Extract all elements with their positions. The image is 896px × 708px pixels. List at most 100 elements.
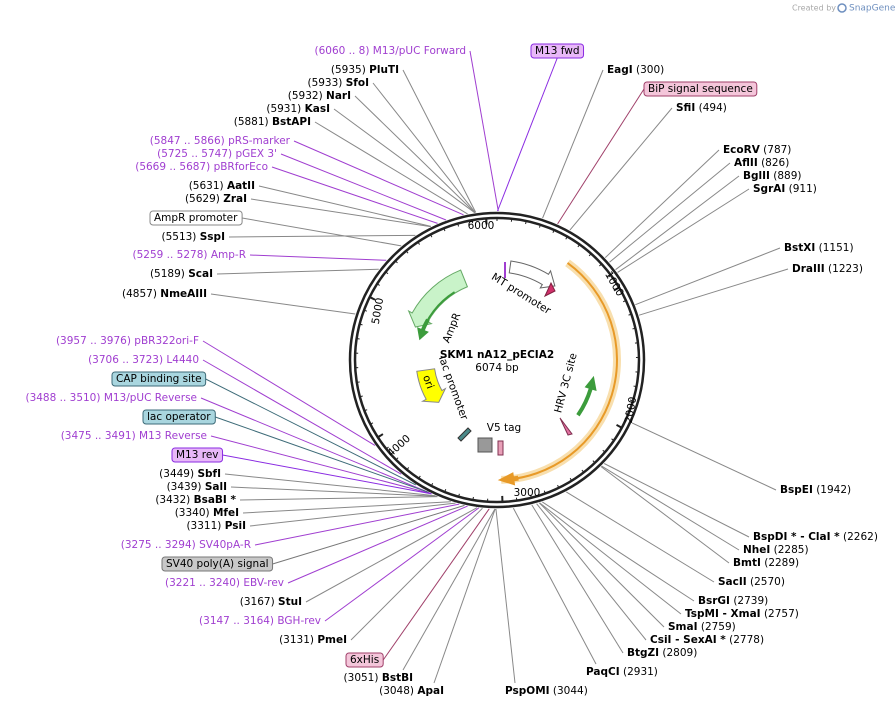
minor-tick [377, 434, 381, 438]
primer-range: (6060 .. 8) [315, 45, 370, 57]
connector-lines [200, 50, 789, 684]
minor-tick [618, 426, 622, 429]
enzyme-label: BglII (889) [743, 170, 802, 182]
credit: Created by [792, 4, 836, 13]
minor-tick [577, 244, 581, 248]
enzyme-name: BglII [743, 170, 770, 182]
enzyme-name: CsiI - SexAI * [650, 634, 726, 646]
enzyme-position: (2285) [774, 544, 809, 556]
feature-mark [497, 440, 504, 456]
minor-tick [458, 493, 460, 497]
primer-name: M13/pUC Reverse [104, 392, 197, 404]
enzyme-position: (4857) [122, 288, 157, 300]
minor-tick [623, 300, 627, 303]
feature-box-label: M13 rev [176, 449, 219, 461]
leader-line [638, 268, 789, 316]
leader-line [222, 454, 432, 495]
plasmid-name: SKM1 nA12_pECIA2 [440, 349, 554, 361]
minor-tick [530, 494, 532, 498]
enzyme-name: DraIII [792, 263, 825, 275]
leader-line [542, 501, 695, 602]
leader-line [402, 508, 496, 671]
enzyme-label: EcoRV (787) [723, 144, 791, 156]
enzyme-name: PspOMI [505, 685, 550, 697]
minor-tick [359, 395, 363, 398]
enzyme-name: ZraI [223, 193, 247, 205]
enzyme-name: EagI [607, 64, 633, 76]
leader-line [249, 502, 456, 527]
enzyme-label: (5931) KasI [266, 103, 330, 115]
brand: SnapGene [849, 4, 896, 14]
tick-label: 4000 [385, 433, 413, 460]
enzyme-name: EcoRV [723, 144, 761, 156]
leader-line [531, 504, 624, 654]
leader-line [250, 198, 431, 228]
leader-line [539, 502, 682, 615]
enzyme-name: BstAPI [272, 116, 311, 128]
leader-line [200, 397, 430, 494]
enzyme-name: AflII [734, 157, 758, 169]
enzyme-label: (5933) SfoI [307, 77, 369, 89]
enzyme-label: (3311) PsiI [186, 520, 246, 532]
primer-label: (3275 .. 3294) SV40pA-R [121, 539, 251, 551]
leader-line [402, 69, 477, 213]
enzyme-position: (1151) [819, 242, 854, 254]
enzyme-name: KasI [305, 103, 330, 115]
enzyme-position: (2778) [729, 634, 764, 646]
feature-arc [501, 262, 618, 481]
enzyme-name: SfoI [346, 77, 369, 89]
minor-tick [633, 385, 637, 388]
enzyme-name: StuI [278, 596, 302, 608]
primer-label: (3957 .. 3976) pBR322ori-F [56, 335, 199, 347]
primer-label: (3706 .. 3723) L4440 [88, 354, 199, 366]
minor-tick [405, 250, 409, 254]
enzyme-position: (911) [789, 183, 817, 195]
enzyme-label: (3131) PmeI [279, 634, 347, 646]
minor-tick [359, 323, 363, 326]
enzyme-name: PaqCI [586, 666, 620, 678]
primer-label: (3488 .. 3510) M13/pUC Reverse [25, 392, 197, 404]
leader-line [600, 466, 730, 564]
minor-tick [629, 399, 634, 402]
feature-mark [477, 437, 493, 453]
primer-name: M13/pUC Forward [373, 45, 466, 57]
primer-name: pBRforEco [214, 161, 268, 173]
minor-tick [430, 234, 433, 238]
leader-line [324, 507, 480, 622]
enzyme-label: (5189) ScaI [150, 268, 213, 280]
enzyme-position: (3131) [279, 634, 314, 646]
leader-line [272, 504, 465, 565]
enzyme-label: DraIII (1223) [792, 263, 863, 275]
leader-line [230, 486, 437, 497]
enzyme-label: EagI (300) [607, 64, 664, 76]
leader-line [242, 217, 402, 247]
primer-label: (3147 .. 3164) BGH-rev [199, 615, 321, 627]
feature-label: V5 tag [487, 422, 521, 434]
leader-line [631, 422, 777, 491]
leader-line [258, 185, 432, 227]
minor-tick [418, 475, 421, 479]
enzyme-position: (3449) [159, 468, 194, 480]
enzyme-name: PluTI [369, 64, 399, 76]
enzyme-label: (5631) AatII [189, 180, 255, 192]
enzyme-name: BsaBI * [194, 494, 237, 506]
enzyme-position: (787) [763, 144, 791, 156]
feature-mark [543, 281, 556, 298]
minor-tick [552, 229, 555, 233]
primer-label: (3221 .. 3240) EBV-rev [165, 577, 284, 589]
leader-line [497, 57, 558, 212]
primer-range: (5725 .. 5747) [157, 148, 232, 160]
feature-box-label: SV40 poly(A) signal [166, 558, 269, 570]
minor-tick [385, 446, 389, 450]
minor-tick [471, 220, 474, 224]
enzyme-position: (3432) [155, 494, 190, 506]
primer-range: (3957 .. 3976) [56, 335, 131, 347]
minor-tick [538, 224, 541, 228]
enzyme-label: (5629) ZraI [185, 193, 247, 205]
logo-icon [837, 3, 847, 13]
enzyme-position: (2809) [662, 647, 697, 659]
primer-name: pBR322ori-F [134, 335, 199, 347]
leader-line [305, 507, 478, 603]
primer-label: (3475 .. 3491) M13 Reverse [61, 430, 207, 442]
